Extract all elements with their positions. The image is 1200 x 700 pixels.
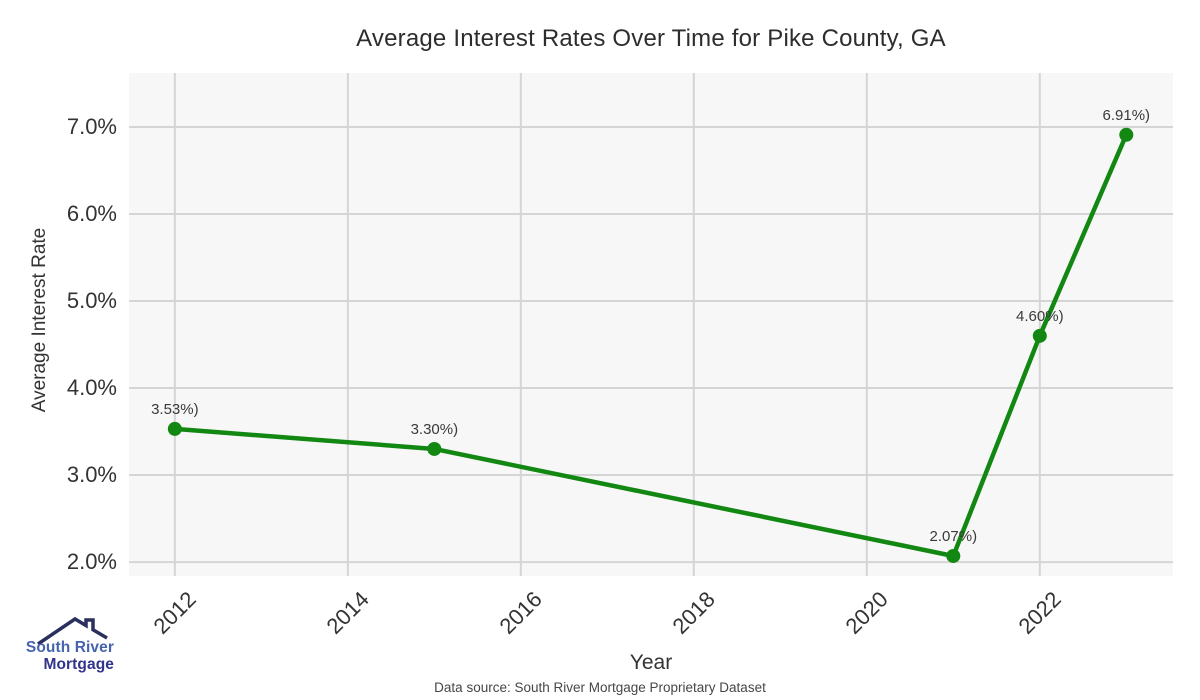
y-tick-label: 5.0% bbox=[66, 288, 117, 313]
data-source-caption: Data source: South River Mortgage Propri… bbox=[434, 680, 766, 695]
x-axis-title: Year bbox=[629, 651, 673, 674]
chart-title: Average Interest Rates Over Time for Pik… bbox=[356, 25, 946, 52]
data-point-label: 2.07%) bbox=[930, 528, 978, 545]
data-point-label: 3.30%) bbox=[411, 421, 459, 438]
data-point-label: 4.60%) bbox=[1016, 308, 1064, 325]
plot-area: 3.53%) 3.30%) 2.07%) 4.60%) 6.91%) bbox=[129, 73, 1173, 576]
x-tick-label: 2022 bbox=[1013, 586, 1066, 639]
data-point bbox=[1119, 127, 1134, 142]
data-point bbox=[1032, 328, 1047, 343]
x-tick-label: 2012 bbox=[148, 586, 201, 639]
line-chart: 3.53%) 3.30%) 2.07%) 4.60%) 6.91%) bbox=[129, 73, 1173, 576]
brand-logo-text: South River Mortgage bbox=[18, 639, 114, 673]
data-point bbox=[167, 421, 182, 436]
y-tick-label: 7.0% bbox=[66, 113, 117, 139]
x-tick-label: 2014 bbox=[321, 586, 374, 639]
x-tick-label: 2018 bbox=[667, 586, 720, 639]
data-point-label: 3.53%) bbox=[151, 401, 199, 418]
brand-name-line1: South River bbox=[25, 639, 114, 656]
x-tick-label: 2020 bbox=[840, 586, 893, 639]
data-line bbox=[172, 132, 1129, 559]
house-roof-icon bbox=[37, 616, 108, 646]
data-point bbox=[427, 441, 442, 456]
y-tick-label: 6.0% bbox=[66, 200, 117, 226]
data-point-label: 6.91%) bbox=[1103, 107, 1151, 124]
x-tick-label: 2016 bbox=[494, 586, 547, 639]
data-point bbox=[946, 548, 961, 563]
y-tick-label: 3.0% bbox=[66, 462, 117, 488]
y-tick-label: 4.0% bbox=[66, 375, 117, 401]
y-tick-label: 2.0% bbox=[66, 549, 117, 575]
brand-logo: South River Mortgage bbox=[18, 608, 148, 694]
brand-name-line2: Mortgage bbox=[43, 656, 114, 673]
